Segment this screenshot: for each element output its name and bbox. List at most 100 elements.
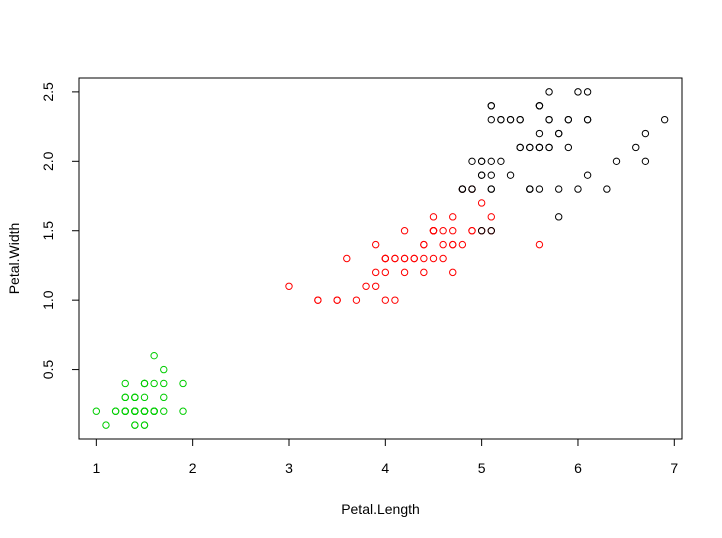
data-point <box>92 407 101 415</box>
data-point <box>583 171 592 179</box>
data-point <box>449 213 457 221</box>
data-point <box>545 115 553 124</box>
data-point <box>487 185 495 193</box>
data-point <box>439 254 447 263</box>
x-tick-label: 2 <box>189 460 197 476</box>
data-point <box>131 393 139 402</box>
data-point <box>160 407 168 415</box>
data-point <box>555 129 563 138</box>
data-point <box>487 115 495 124</box>
data-point <box>535 143 544 152</box>
data-point <box>564 143 573 152</box>
data-point <box>314 296 322 304</box>
data-point <box>140 393 149 402</box>
data-point <box>343 254 351 263</box>
data-point <box>121 407 129 415</box>
x-tick-label: 6 <box>574 460 582 476</box>
data-point <box>603 185 611 193</box>
y-tick-label: 2.5 <box>40 82 56 102</box>
data-point <box>477 171 486 179</box>
data-point <box>487 171 495 179</box>
data-point <box>468 185 476 193</box>
data-point <box>583 88 592 96</box>
data-point <box>179 407 187 415</box>
data-point <box>583 115 592 124</box>
data-point <box>564 115 573 124</box>
data-point <box>535 240 544 249</box>
data-point <box>121 393 129 402</box>
data-point <box>632 143 640 152</box>
data-point <box>391 296 399 304</box>
data-point <box>535 102 544 110</box>
y-tick-label: 1.5 <box>40 221 56 241</box>
data-point <box>140 379 149 388</box>
data-point <box>400 227 409 235</box>
x-tick-label: 4 <box>381 460 389 476</box>
data-point <box>497 157 505 166</box>
data-point <box>131 407 139 415</box>
data-point <box>150 379 158 388</box>
data-point <box>381 254 390 263</box>
y-tick-label: 0.5 <box>40 360 56 380</box>
data-point <box>150 351 158 360</box>
data-point <box>400 268 409 277</box>
data-point <box>391 254 399 263</box>
data-point <box>150 407 158 415</box>
data-point <box>516 143 524 152</box>
data-point <box>641 157 650 166</box>
data-point <box>449 227 457 235</box>
data-point <box>371 282 380 290</box>
data-point <box>352 296 361 304</box>
data-point <box>545 88 553 96</box>
data-point <box>381 296 390 304</box>
data-point <box>131 421 139 429</box>
x-tick-label: 7 <box>670 460 678 476</box>
data-point <box>420 240 428 249</box>
data-point <box>371 268 380 277</box>
plot-frame <box>78 77 683 440</box>
data-point <box>160 393 168 402</box>
y-tick-label: 1.0 <box>40 290 56 310</box>
data-point <box>429 213 438 221</box>
data-point <box>487 213 495 221</box>
data-point <box>371 240 380 249</box>
data-point <box>497 115 505 124</box>
x-tick-label: 3 <box>285 460 293 476</box>
data-point <box>102 421 110 429</box>
data-point <box>487 157 495 166</box>
y-axis-label: Petal.Width <box>6 223 22 295</box>
data-point <box>535 129 544 138</box>
data-point <box>526 143 534 152</box>
data-point <box>420 268 428 277</box>
data-point <box>160 365 168 374</box>
data-point <box>458 185 467 193</box>
data-point <box>285 282 293 290</box>
data-point <box>400 254 409 263</box>
data-point <box>449 268 457 277</box>
data-point <box>160 379 168 388</box>
data-point <box>526 185 534 193</box>
data-point <box>555 213 563 221</box>
data-point <box>179 379 187 388</box>
data-point <box>516 115 524 124</box>
data-points <box>92 88 669 429</box>
data-point <box>487 102 495 110</box>
data-point <box>487 227 495 235</box>
data-point <box>612 157 621 166</box>
data-point <box>477 157 486 166</box>
data-point <box>458 240 467 249</box>
data-point <box>535 185 544 193</box>
data-point <box>555 185 563 193</box>
data-point <box>121 379 129 388</box>
y-axis: 0.5 1.0 1.5 2.0 2.5 <box>40 82 80 380</box>
data-point <box>439 227 447 235</box>
data-point <box>506 171 515 179</box>
data-point <box>545 143 553 152</box>
data-point <box>410 254 418 263</box>
x-tick-label: 1 <box>92 460 100 476</box>
data-point <box>468 157 476 166</box>
data-point <box>449 240 457 249</box>
data-point <box>429 227 438 235</box>
y-tick-label: 2.0 <box>40 151 56 171</box>
